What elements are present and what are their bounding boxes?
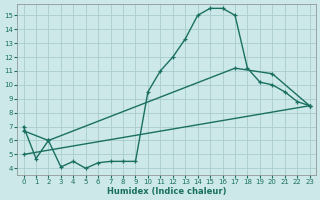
X-axis label: Humidex (Indice chaleur): Humidex (Indice chaleur): [107, 187, 226, 196]
